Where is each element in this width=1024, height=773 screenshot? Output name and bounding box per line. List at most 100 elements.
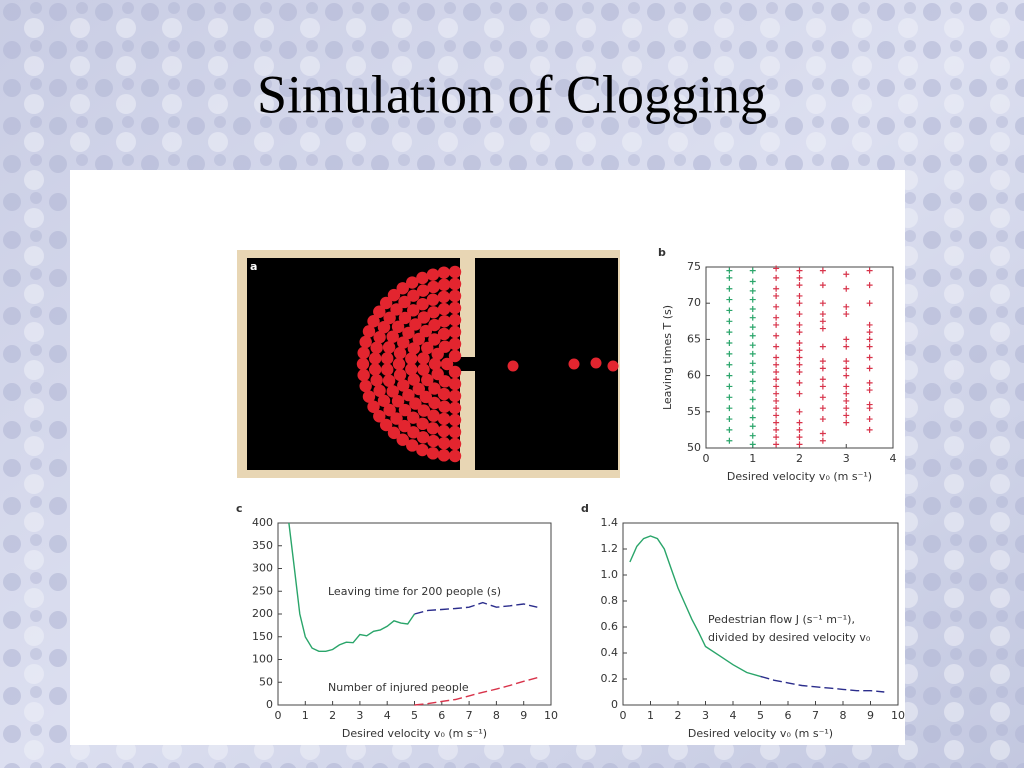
pedestrian [377, 320, 391, 334]
pedestrian [379, 418, 393, 432]
point [796, 292, 803, 299]
y-tick-label: 300 [252, 562, 273, 575]
y-tick-label: 75 [687, 260, 701, 273]
point [819, 311, 826, 318]
pedestrian [407, 426, 420, 439]
point [796, 300, 803, 307]
y-tick-label: 350 [252, 539, 273, 552]
point [843, 383, 850, 390]
pedestrian [416, 297, 429, 311]
point [819, 343, 826, 350]
pedestrian [379, 296, 393, 310]
y-tick-label: 50 [259, 675, 273, 688]
point [773, 354, 780, 361]
point [819, 267, 826, 274]
point [773, 441, 780, 448]
pedestrian [368, 363, 382, 376]
point [866, 329, 873, 336]
pedestrian [437, 424, 451, 438]
pedestrian [407, 411, 420, 424]
pedestrian [398, 419, 411, 433]
pedestrian [409, 397, 422, 410]
pedestrian [416, 431, 430, 444]
pedestrian [387, 288, 401, 302]
pedestrian [387, 426, 401, 440]
point [726, 416, 733, 423]
point [819, 282, 826, 289]
point [773, 285, 780, 292]
y-tick-label: 100 [252, 653, 273, 666]
pedestrian [402, 326, 415, 340]
point [796, 267, 803, 274]
point [726, 318, 733, 325]
point [726, 437, 733, 444]
pedestrian [383, 403, 396, 417]
pedestrian [448, 337, 462, 351]
pedestrian [373, 410, 386, 423]
point [796, 426, 803, 433]
point [773, 383, 780, 390]
pedestrian [426, 268, 440, 281]
point [796, 340, 803, 347]
pedestrian [382, 341, 396, 354]
pedestrian [398, 311, 412, 325]
pedestrian [391, 320, 405, 334]
pedestrian [407, 289, 420, 302]
pedestrian [412, 382, 425, 396]
pedestrian [421, 341, 434, 355]
x-tick-label: 7 [812, 709, 819, 722]
point [796, 361, 803, 368]
x-tick-label: 7 [466, 709, 473, 722]
pedestrian [419, 324, 433, 338]
point [749, 378, 756, 385]
point [773, 397, 780, 404]
pedestrian [370, 374, 383, 387]
y-tick-label: 250 [252, 584, 273, 597]
pedestrian [448, 365, 462, 379]
point [749, 441, 756, 448]
point [866, 401, 873, 408]
point [819, 405, 826, 412]
point [796, 408, 803, 415]
point [866, 343, 873, 350]
pedestrian [590, 357, 602, 369]
point [796, 311, 803, 318]
pedestrian [448, 437, 462, 451]
pedestrian [568, 358, 580, 370]
x-tick-label: 5 [757, 709, 764, 722]
pedestrian [437, 387, 451, 401]
pedestrian [390, 412, 403, 425]
point [773, 292, 780, 299]
point [819, 376, 826, 383]
point [843, 365, 850, 372]
point [726, 350, 733, 357]
pedestrian [448, 313, 462, 327]
pedestrian [437, 437, 451, 450]
pedestrian [373, 305, 386, 318]
pedestrian [416, 443, 429, 457]
x-tick-label: 9 [867, 709, 874, 722]
line [760, 675, 885, 693]
point [866, 426, 873, 433]
y-tick-label: 55 [687, 405, 701, 418]
pedestrian [440, 357, 454, 371]
x-tick-label: 3 [702, 709, 709, 722]
point [773, 368, 780, 375]
point [796, 282, 803, 289]
pedestrian [373, 384, 386, 397]
point [726, 329, 733, 336]
point [866, 267, 873, 274]
point [796, 347, 803, 354]
point [819, 365, 826, 372]
pedestrian [426, 447, 440, 460]
point [796, 354, 803, 361]
pedestrian [438, 340, 452, 353]
point [749, 342, 756, 349]
x-tick-label: 0 [703, 452, 710, 465]
x-tick-label: 3 [843, 452, 850, 465]
point [749, 305, 756, 312]
pedestrian [381, 352, 394, 365]
point [819, 394, 826, 401]
